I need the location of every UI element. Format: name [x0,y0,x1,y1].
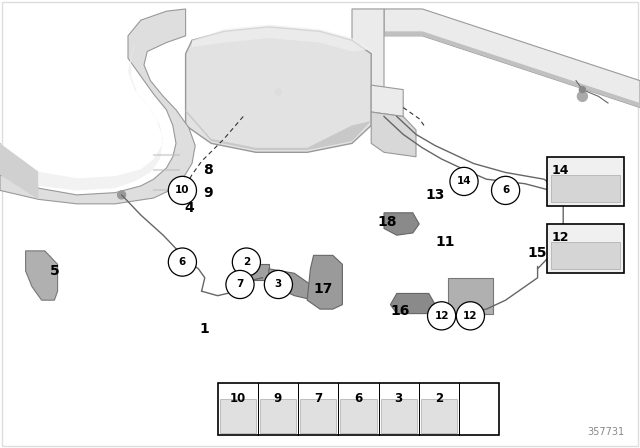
Bar [260,399,296,433]
Polygon shape [384,31,640,108]
Circle shape [168,177,196,204]
Polygon shape [26,251,58,300]
Text: 7: 7 [314,392,322,405]
Text: 15: 15 [528,246,547,260]
Circle shape [275,89,282,95]
Polygon shape [250,264,269,280]
Bar [547,157,624,206]
Polygon shape [371,85,403,116]
Text: 12: 12 [463,311,477,321]
Bar [218,383,499,435]
Text: 8: 8 [203,163,213,177]
Text: 5: 5 [49,264,60,278]
Text: 18: 18 [378,215,397,229]
Text: 2: 2 [435,392,443,405]
Circle shape [456,302,484,330]
Polygon shape [384,9,640,108]
Bar [547,224,624,273]
Polygon shape [186,110,371,150]
Polygon shape [0,9,195,204]
Text: 14: 14 [457,177,471,186]
Text: 10: 10 [175,185,189,195]
Bar [381,399,417,433]
Bar [551,242,620,269]
Polygon shape [384,213,419,235]
Circle shape [492,177,520,204]
Bar [220,399,256,433]
Circle shape [232,248,260,276]
Circle shape [428,302,456,330]
Polygon shape [0,143,38,199]
Polygon shape [307,255,342,309]
Text: 3: 3 [275,280,282,289]
Text: 357731: 357731 [587,427,624,437]
Text: 14: 14 [551,164,569,177]
Circle shape [264,271,292,298]
Text: 12: 12 [435,311,449,321]
Polygon shape [38,45,163,190]
Circle shape [577,91,588,101]
Polygon shape [352,9,384,125]
Text: 6: 6 [179,257,186,267]
Text: 7: 7 [236,280,244,289]
Bar [551,175,620,202]
Circle shape [118,191,125,199]
Text: 9: 9 [274,392,282,405]
Polygon shape [186,27,371,152]
Circle shape [226,271,254,298]
Polygon shape [448,278,493,314]
Text: 12: 12 [551,231,569,245]
Text: 4: 4 [184,201,194,215]
Polygon shape [390,293,435,314]
Polygon shape [192,25,371,52]
Text: 2: 2 [243,257,250,267]
Text: 6: 6 [355,392,362,405]
Circle shape [579,86,586,93]
Text: 3: 3 [395,392,403,405]
Text: 16: 16 [390,304,410,319]
Polygon shape [371,112,416,157]
Bar [420,399,457,433]
Bar [300,399,336,433]
Text: 11: 11 [435,235,454,249]
Text: 9: 9 [203,185,213,200]
Text: 1: 1 [200,322,210,336]
Text: 10: 10 [230,392,246,405]
Text: 13: 13 [426,188,445,202]
Text: 6: 6 [502,185,509,195]
Circle shape [450,168,478,195]
Circle shape [168,248,196,276]
Bar [340,399,376,433]
Text: 17: 17 [314,282,333,296]
Polygon shape [269,269,314,300]
